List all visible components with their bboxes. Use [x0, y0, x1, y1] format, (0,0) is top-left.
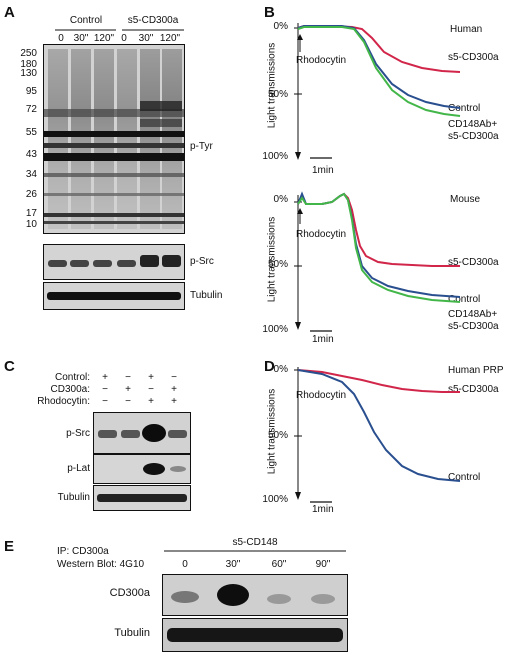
marker-10: 10 [25, 219, 37, 230]
tubulin-label-c: Tubulin [57, 492, 90, 503]
panel-a-label: A [4, 4, 15, 21]
panel-e-lane-2: 30" [225, 559, 241, 570]
tubulin-blot-e [162, 618, 348, 652]
panel-b-bottom-ylabel: Light transmissions [266, 216, 278, 303]
panel-e-label: E [4, 538, 15, 555]
sign-r1-c2: − [125, 372, 131, 383]
panel-b-top-species: Human [450, 24, 483, 35]
cd300a-label-e: CD300a [109, 587, 150, 599]
panel-d-tick-0: 0% [273, 364, 288, 375]
tubulin-blot-c [93, 485, 191, 511]
panel-b-bottom-species: Mouse [450, 194, 481, 205]
panel-b-bottom-tick-100: 100% [262, 324, 288, 335]
sign-r2-c1: − [102, 384, 108, 395]
panel-b-top-series-control: Control [448, 103, 481, 114]
panel-a-lane-2: 30" [73, 33, 89, 44]
sign-r2-c2: + [125, 384, 131, 395]
panel-b-top-series-s5: s5-CD300a [448, 52, 499, 63]
panel-e-group-line [164, 550, 346, 552]
sign-r2-c4: + [171, 384, 177, 395]
panel-d-ylabel: Light transmissions [266, 388, 278, 475]
psrc-blot-a [43, 244, 185, 280]
tubulin-blot-a [43, 282, 185, 310]
ptyr-blot [43, 44, 185, 234]
panel-b-top-scale: 1min [312, 165, 334, 176]
tubulin-label-e: Tubulin [114, 627, 150, 639]
panel-e-wb: Western Blot: 4G10 [57, 559, 145, 570]
panel-b-label: B [264, 4, 275, 21]
panel-a-group-s5cd300a: s5-CD300a [127, 15, 179, 26]
sign-r1-c4: − [171, 372, 177, 383]
panel-d-title: Human PRP [448, 365, 504, 376]
panel-c-label: C [4, 358, 15, 375]
marker-72: 72 [25, 104, 37, 115]
panel-c-row-control: Control: [54, 372, 90, 383]
tubulin-label-a: Tubulin [190, 290, 223, 301]
panel-a-group-control: Control [69, 15, 103, 26]
ptyr-label: p-Tyr [190, 141, 213, 152]
marker-130: 130 [20, 68, 37, 79]
panel-b-top-tick-100: 100% [262, 151, 288, 162]
panel-a-group-lines [55, 29, 184, 31]
psrc-blot-c [93, 412, 191, 454]
panel-b-bottom-tick-50: 50% [267, 259, 288, 270]
panel-b-top-tick-0: 0% [273, 21, 288, 32]
panel-e-lane-4: 90" [315, 559, 331, 570]
panel-a-lane-1: 0 [58, 33, 64, 44]
marker-17: 17 [25, 208, 37, 219]
panel-b-top-ylabel: Light transmissions [266, 42, 278, 129]
panel-b-bottom-series-control: Control [448, 294, 481, 305]
panel-d-tick-100: 100% [262, 494, 288, 505]
panel-a-lane-5: 30" [138, 33, 154, 44]
marker-26: 26 [25, 189, 37, 200]
sign-r3-c1: − [102, 396, 108, 407]
panel-b-top-series-cd148: CD148Ab+ s5-CD300a [448, 119, 499, 142]
panel-e-lane-1: 0 [182, 559, 188, 570]
panel-b-top-tick-50: 50% [267, 89, 288, 100]
panel-d-tick-50: 50% [267, 430, 288, 441]
panel-e-ip: IP: CD300a [57, 546, 109, 557]
panel-e-group: s5-CD148 [232, 537, 278, 548]
panel-d-plot [294, 367, 461, 503]
marker-95: 95 [25, 86, 37, 97]
plat-blot-c [93, 454, 191, 484]
sign-r3-c4: + [171, 396, 177, 407]
panel-b-top-agonist: Rhodocytin [296, 55, 347, 66]
panel-a-lane-6: 120" [159, 33, 181, 44]
panel-d-series-s5: s5-CD300a [448, 384, 499, 395]
panel-b-bottom-series-cd148: CD148Ab+ s5-CD300a [448, 309, 499, 332]
panel-b-bottom-plot [294, 191, 461, 332]
sign-r1-c3: + [148, 372, 154, 383]
marker-55: 55 [25, 127, 37, 138]
sign-r3-c2: − [125, 396, 131, 407]
panel-b-bottom-tick-0: 0% [273, 194, 288, 205]
marker-34: 34 [25, 169, 37, 180]
panel-c-row-cd300a: CD300a: [50, 384, 90, 395]
sign-r1-c1: + [102, 372, 108, 383]
panel-a-lane-4: 0 [121, 33, 127, 44]
panel-b-top-plot [294, 23, 461, 160]
panel-d-scale: 1min [312, 504, 334, 515]
marker-43: 43 [25, 149, 37, 160]
cd300a-blot-e [162, 574, 348, 616]
panel-d-label: D [264, 358, 275, 375]
panel-e-lane-3: 60" [271, 559, 287, 570]
panel-a-lane-3: 120" [93, 33, 115, 44]
psrc-label-c: p-Src [66, 428, 90, 439]
sign-r2-c3: − [148, 384, 154, 395]
psrc-label-a: p-Src [190, 256, 214, 267]
marker-180: 180 [20, 59, 37, 70]
panel-c-row-rhodocytin: Rhodocytin: [37, 396, 90, 407]
panel-b-bottom-scale: 1min [312, 334, 334, 345]
panel-d-agonist: Rhodocytin [296, 390, 347, 401]
plat-label-c: p-Lat [67, 463, 90, 474]
sign-r3-c3: + [148, 396, 154, 407]
panel-d-series-control: Control [448, 472, 481, 483]
panel-b-bottom-agonist: Rhodocytin [296, 229, 347, 240]
marker-250: 250 [20, 48, 37, 59]
panel-b-bottom-series-s5: s5-CD300a [448, 257, 499, 268]
